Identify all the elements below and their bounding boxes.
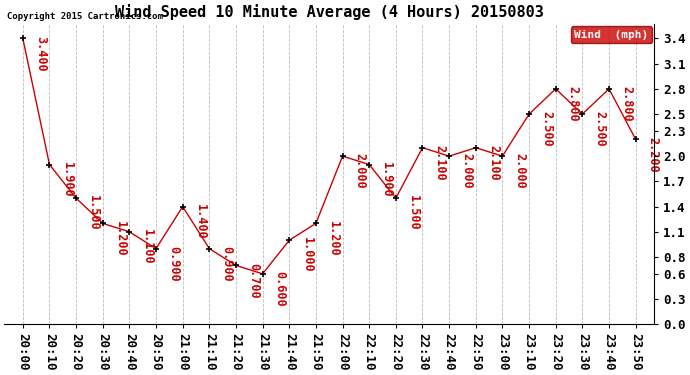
Text: 0.700: 0.700: [247, 262, 260, 298]
Text: 1.000: 1.000: [300, 237, 313, 273]
Text: 3.400: 3.400: [34, 36, 47, 71]
Text: 2.800: 2.800: [620, 86, 633, 122]
Text: 1.500: 1.500: [407, 195, 420, 231]
Text: 0.900: 0.900: [167, 246, 180, 282]
Text: 2.100: 2.100: [433, 145, 446, 181]
Text: 2.100: 2.100: [487, 145, 500, 181]
Text: 1.200: 1.200: [114, 220, 127, 256]
Text: 2.000: 2.000: [513, 153, 526, 189]
Text: 2.000: 2.000: [354, 153, 366, 189]
Text: 2.500: 2.500: [540, 111, 553, 147]
Text: 1.900: 1.900: [380, 162, 393, 197]
Legend: Wind  (mph): Wind (mph): [571, 26, 652, 43]
Text: 1.200: 1.200: [327, 220, 340, 256]
Text: 2.500: 2.500: [593, 111, 607, 147]
Text: Copyright 2015 Cartronics.com: Copyright 2015 Cartronics.com: [8, 12, 164, 21]
Text: 1.400: 1.400: [194, 204, 207, 239]
Text: 2.000: 2.000: [460, 153, 473, 189]
Text: 1.100: 1.100: [141, 229, 153, 265]
Text: 1.500: 1.500: [87, 195, 100, 231]
Text: 0.900: 0.900: [220, 246, 233, 282]
Text: 1.900: 1.900: [61, 162, 74, 197]
Text: 0.600: 0.600: [274, 271, 287, 307]
Text: 2.200: 2.200: [647, 136, 660, 172]
Title: Wind Speed 10 Minute Average (4 Hours) 20150803: Wind Speed 10 Minute Average (4 Hours) 2…: [115, 4, 544, 20]
Text: 2.800: 2.800: [566, 86, 580, 122]
